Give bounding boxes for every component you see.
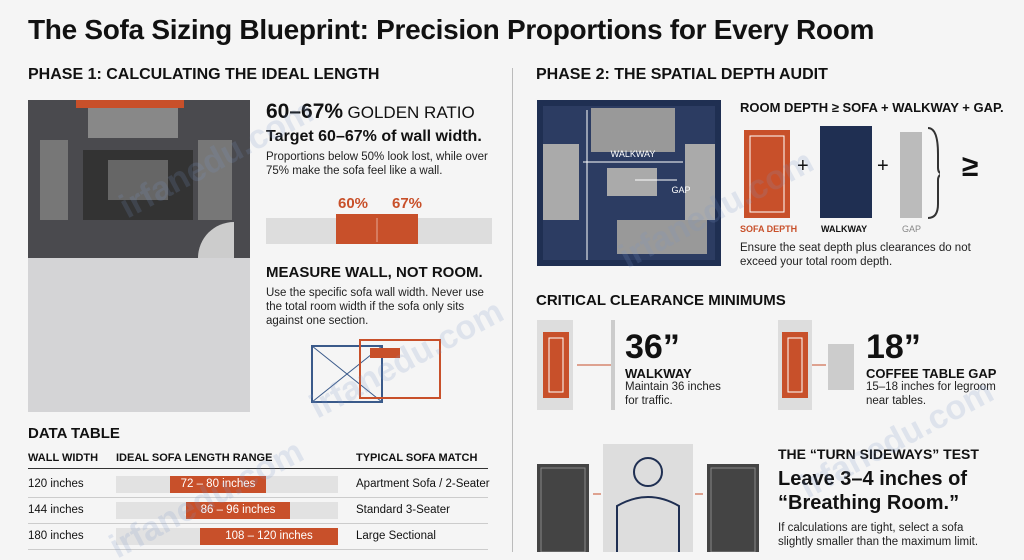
gap-icon	[778, 320, 854, 410]
range-bar	[186, 502, 290, 519]
floor-plan	[28, 100, 250, 412]
column-header: TYPICAL SOFA MATCH	[356, 452, 478, 464]
sofa-label: SOFA DEPTH	[740, 224, 798, 234]
column-header: IDEAL SOFA LENGTH RANGE	[116, 452, 273, 464]
walkway-icon	[537, 320, 615, 410]
ratio-high: 67%	[392, 195, 423, 212]
range-label: 108 – 120 inches	[225, 530, 313, 542]
measure-text: Use the specific sofa wall width. Never …	[266, 287, 484, 327]
clearance-text: Maintain 36 inches for traffic.	[625, 381, 721, 407]
room-plan: WALKWAY GAP	[537, 100, 721, 266]
plan-walkway: WALKWAY	[611, 149, 656, 159]
sideways-icon	[537, 444, 759, 552]
sofa-bar	[266, 214, 492, 244]
table-heading: DATA TABLE	[28, 425, 120, 442]
range-label: 86 – 96 inches	[200, 504, 276, 516]
wall-width: 144 inches	[28, 504, 84, 516]
sofa-match: Apartment Sofa / 2-Seater	[356, 478, 490, 490]
rule	[28, 523, 488, 524]
sofa-match: Standard 3-Seater	[356, 504, 450, 516]
wall-diagram	[311, 339, 441, 403]
rule	[28, 549, 488, 550]
sideways-heading: THE “TURN SIDEWAYS” TEST	[778, 446, 979, 462]
sideways-line: Leave 3–4 inches of	[778, 468, 967, 490]
range-bar	[170, 476, 266, 493]
ratio-low: 60%	[338, 195, 369, 212]
clearance-heading: CRITICAL CLEARANCE MINIMUMS	[536, 292, 786, 309]
walkway-label: WALKWAY	[821, 224, 868, 234]
formula-text: Ensure the seat depth plus clearances do…	[740, 242, 971, 268]
clearance-label: WALKWAY	[625, 366, 692, 381]
clearance-text: 15–18 inches for legroom near tables.	[866, 381, 996, 407]
range-bar	[200, 528, 338, 545]
formula-heading: ROOM DEPTH ≥ SOFA + WALKWAY + GAP.	[740, 100, 1004, 115]
sideways-line: “Breathing Room.”	[778, 492, 960, 514]
plus: +	[797, 155, 809, 177]
ratio-text: Proportions below 50% look lost, while o…	[266, 151, 488, 177]
rule	[28, 468, 488, 469]
ratio-line: 60–67% GOLDEN RATIO	[266, 100, 475, 124]
measure-heading: MEASURE WALL, NOT ROOM.	[266, 264, 483, 281]
column-header: WALL WIDTH	[28, 452, 99, 464]
geq: ≥	[962, 150, 979, 183]
wall-width: 180 inches	[28, 530, 84, 542]
divider	[512, 68, 513, 552]
clearance-value: 18”	[866, 328, 921, 366]
phase-heading: PHASE 2: THE SPATIAL DEPTH AUDIT	[536, 66, 828, 83]
plan-gap: GAP	[671, 185, 690, 195]
gap-label: GAP	[902, 224, 922, 234]
range-label: 72 – 80 inches	[180, 478, 256, 490]
rule	[28, 497, 488, 498]
formula-blocks	[744, 126, 940, 219]
plus: +	[877, 155, 889, 177]
wall-width: 120 inches	[28, 478, 84, 490]
clearance-label: COFFEE TABLE GAP	[866, 366, 997, 381]
ratio-target: Target 60–67% of wall width.	[266, 128, 482, 145]
sideways-text: If calculations are tight, select a sofa…	[778, 522, 979, 548]
clearance-value: 36”	[625, 328, 680, 366]
ratio-big: 60–67%	[266, 100, 344, 123]
phase-heading: PHASE 1: CALCULATING THE IDEAL LENGTH	[28, 66, 380, 83]
title: The Sofa Sizing Blueprint: Precision Pro…	[28, 14, 875, 45]
ratio-label: GOLDEN RATIO	[347, 103, 475, 122]
sofa-match: Large Sectional	[356, 530, 436, 542]
